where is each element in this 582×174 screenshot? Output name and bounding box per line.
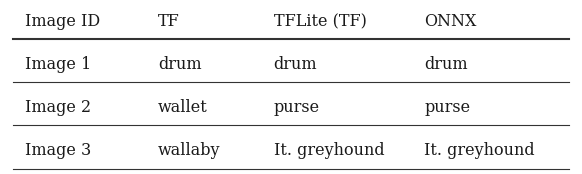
Text: Image 2: Image 2 (24, 99, 91, 116)
Text: drum: drum (274, 56, 317, 73)
Text: Image ID: Image ID (24, 13, 100, 30)
Text: It. greyhound: It. greyhound (424, 142, 535, 159)
Text: purse: purse (274, 99, 320, 116)
Text: TF: TF (158, 13, 179, 30)
Text: wallaby: wallaby (158, 142, 220, 159)
Text: drum: drum (424, 56, 468, 73)
Text: purse: purse (424, 99, 470, 116)
Text: drum: drum (158, 56, 201, 73)
Text: It. greyhound: It. greyhound (274, 142, 384, 159)
Text: Image 3: Image 3 (24, 142, 91, 159)
Text: Image 1: Image 1 (24, 56, 91, 73)
Text: wallet: wallet (158, 99, 208, 116)
Text: TFLite (TF): TFLite (TF) (274, 13, 367, 30)
Text: ONNX: ONNX (424, 13, 477, 30)
